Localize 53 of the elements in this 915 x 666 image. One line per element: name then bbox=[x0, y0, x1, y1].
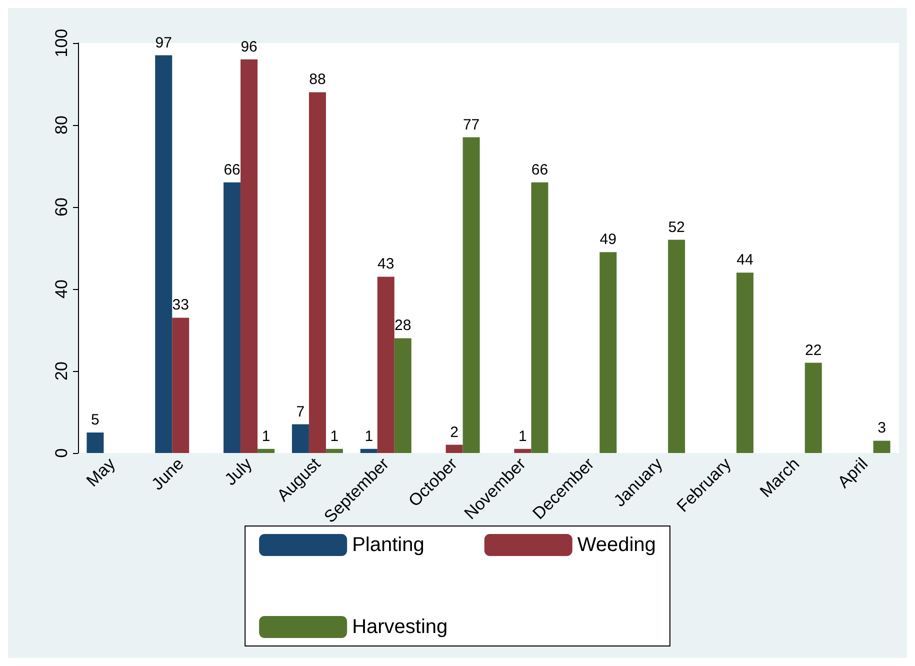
data-label: 66 bbox=[531, 161, 548, 178]
data-label: 49 bbox=[600, 231, 616, 248]
data-label: 1 bbox=[364, 428, 374, 445]
data-label: 3 bbox=[878, 420, 886, 437]
bar bbox=[155, 55, 172, 453]
bar bbox=[600, 252, 617, 453]
bar bbox=[224, 182, 241, 453]
bar bbox=[446, 444, 463, 453]
y-tick-label: 80 bbox=[52, 116, 71, 134]
legend-label: Harvesting bbox=[352, 616, 448, 638]
bar bbox=[86, 432, 104, 453]
bar bbox=[873, 440, 890, 453]
data-label: 5 bbox=[91, 412, 100, 428]
data-label: 1 bbox=[330, 428, 339, 445]
bar bbox=[240, 59, 258, 453]
y-tick-label: 60 bbox=[52, 198, 71, 216]
x-tick-label: May bbox=[82, 454, 120, 490]
data-label: 2 bbox=[450, 424, 458, 441]
data-label: 52 bbox=[668, 218, 685, 236]
data-label: 22 bbox=[805, 342, 822, 359]
y-tick-label: 0 bbox=[52, 448, 71, 458]
y-tick-label: 40 bbox=[52, 280, 71, 298]
bar bbox=[308, 92, 326, 453]
bar bbox=[172, 318, 190, 453]
bar bbox=[668, 240, 686, 453]
data-label: 7 bbox=[296, 403, 305, 420]
data-label: 88 bbox=[309, 71, 326, 88]
data-label: 97 bbox=[155, 34, 172, 52]
bar bbox=[804, 362, 822, 453]
data-label: 43 bbox=[378, 256, 394, 273]
y-tick-label: 100 bbox=[52, 28, 71, 58]
bar bbox=[326, 448, 343, 453]
data-label: 44 bbox=[736, 252, 754, 269]
data-label: 28 bbox=[394, 317, 412, 334]
bar bbox=[531, 182, 548, 453]
bar bbox=[258, 448, 275, 453]
data-label: 1 bbox=[518, 428, 527, 445]
legend-label: Weeding bbox=[577, 534, 656, 556]
data-label: 96 bbox=[240, 38, 258, 56]
x-tick-label: July bbox=[220, 454, 256, 490]
legend-label: Planting bbox=[352, 534, 424, 556]
bar bbox=[292, 424, 309, 453]
bar bbox=[394, 338, 412, 453]
bar bbox=[377, 276, 394, 453]
data-label: 66 bbox=[224, 161, 240, 178]
data-label: 77 bbox=[462, 116, 480, 134]
data-label: 33 bbox=[172, 296, 189, 314]
data-label: 1 bbox=[262, 428, 270, 445]
bar bbox=[736, 272, 754, 453]
bar bbox=[360, 448, 378, 453]
bar bbox=[462, 137, 480, 453]
y-tick-label: 20 bbox=[52, 362, 71, 380]
bar bbox=[514, 448, 532, 453]
